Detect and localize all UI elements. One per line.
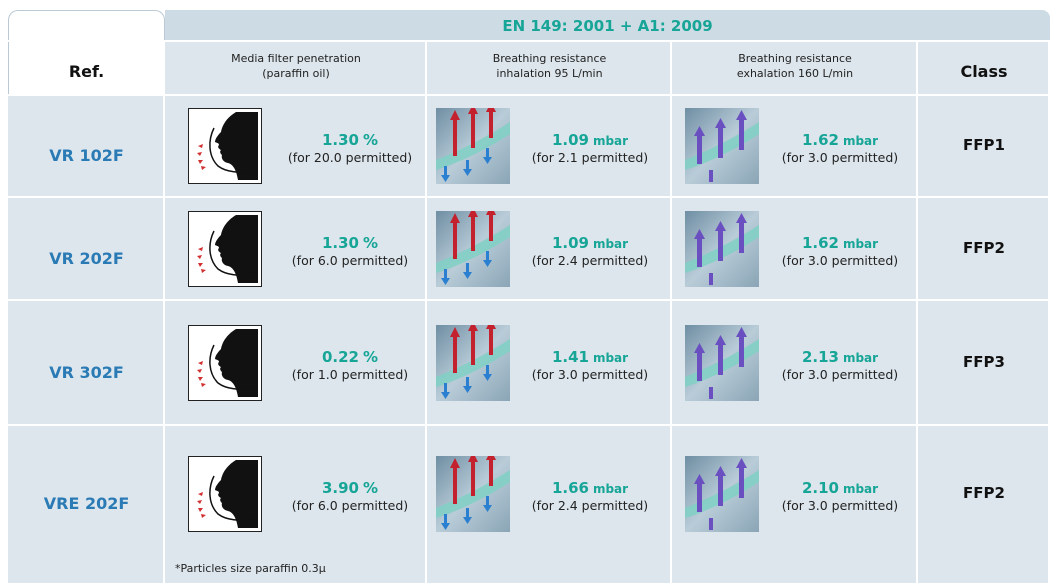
class-label: FFP2 [918, 239, 1050, 257]
value: 3.90 [322, 479, 359, 497]
permitted-note: (for 6.0 permitted) [260, 253, 440, 268]
ref-label: VR 202F [8, 249, 165, 268]
value-line: 1.09 mbar [500, 233, 680, 253]
value: 1.62 [802, 131, 839, 149]
unit: mbar [593, 351, 628, 365]
column-header: inhalation 95 L/min [427, 67, 672, 80]
value-line: 1.62 mbar [750, 130, 930, 150]
value: 2.13 [802, 348, 839, 366]
unit: mbar [593, 134, 628, 148]
unit: % [363, 348, 378, 366]
unit: mbar [843, 482, 878, 496]
column-header: exhalation 160 L/min [672, 67, 918, 80]
value-line: 1.09 mbar [500, 130, 680, 150]
permitted-note: (for 3.0 permitted) [500, 367, 680, 382]
class-label: FFP2 [918, 484, 1050, 502]
unit: % [363, 479, 378, 497]
unit: mbar [843, 237, 878, 251]
class-label: FFP1 [918, 136, 1050, 154]
permitted-note: (for 20.0 permitted) [260, 150, 440, 165]
value: 1.09 [552, 234, 589, 252]
permitted-note: (for 3.0 permitted) [750, 367, 930, 382]
unit: mbar [843, 351, 878, 365]
permitted-note: (for 3.0 permitted) [750, 498, 930, 513]
column-header: (paraffin oil) [165, 67, 427, 80]
permitted-note: (for 2.1 permitted) [500, 150, 680, 165]
unit: mbar [593, 482, 628, 496]
ref-label: VRE 202F [8, 494, 165, 513]
permitted-note: (for 2.4 permitted) [500, 498, 680, 513]
exhalation-icon [685, 325, 759, 401]
unit: % [363, 131, 378, 149]
footnote: *Particles size paraffin 0.3µ [175, 562, 326, 575]
permitted-note: (for 6.0 permitted) [260, 498, 440, 513]
inhalation-icon [436, 211, 510, 287]
value-line: 1.41 mbar [500, 347, 680, 367]
value: 1.66 [552, 479, 589, 497]
exhalation-icon [685, 211, 759, 287]
value-line: 1.62 mbar [750, 233, 930, 253]
permitted-note: (for 3.0 permitted) [750, 150, 930, 165]
penetration-icon [188, 211, 262, 287]
exhalation-icon [685, 456, 759, 532]
value-line: 1.66 mbar [500, 478, 680, 498]
inhalation-icon [436, 325, 510, 401]
value-line: 1.30% [260, 130, 440, 150]
class-label: FFP3 [918, 353, 1050, 371]
value: 1.30 [322, 234, 359, 252]
value-line: 2.13 mbar [750, 347, 930, 367]
column-header: Media filter penetration [165, 52, 427, 65]
value-line: 3.90% [260, 478, 440, 498]
row-cell [918, 426, 1048, 583]
exhalation-icon [685, 108, 759, 184]
inhalation-icon [436, 456, 510, 532]
value: 2.10 [802, 479, 839, 497]
value-line: 2.10 mbar [750, 478, 930, 498]
spec-table: EN 149: 2001 + A1: 2009 Ref.Media filter … [0, 0, 1057, 583]
value: 1.09 [552, 131, 589, 149]
permitted-note: (for 3.0 permitted) [750, 253, 930, 268]
value: 0.22 [322, 348, 359, 366]
value-line: 1.30% [260, 233, 440, 253]
penetration-icon [188, 108, 262, 184]
unit: mbar [843, 134, 878, 148]
unit: % [363, 234, 378, 252]
penetration-icon [188, 325, 262, 401]
column-header: Ref. [8, 62, 165, 81]
permitted-note: (for 2.4 permitted) [500, 253, 680, 268]
unit: mbar [593, 237, 628, 251]
penetration-icon [188, 456, 262, 532]
inhalation-icon [436, 108, 510, 184]
ref-label: VR 302F [8, 363, 165, 382]
value-line: 0.22% [260, 347, 440, 367]
value: 1.41 [552, 348, 589, 366]
ref-label: VR 102F [8, 146, 165, 165]
value: 1.62 [802, 234, 839, 252]
permitted-note: (for 1.0 permitted) [260, 367, 440, 382]
column-header: Breathing resistance [427, 52, 672, 65]
column-header: Breathing resistance [672, 52, 918, 65]
header-corner [8, 10, 165, 40]
value: 1.30 [322, 131, 359, 149]
standard-title: EN 149: 2001 + A1: 2009 [165, 17, 1050, 35]
column-header: Class [918, 62, 1050, 81]
